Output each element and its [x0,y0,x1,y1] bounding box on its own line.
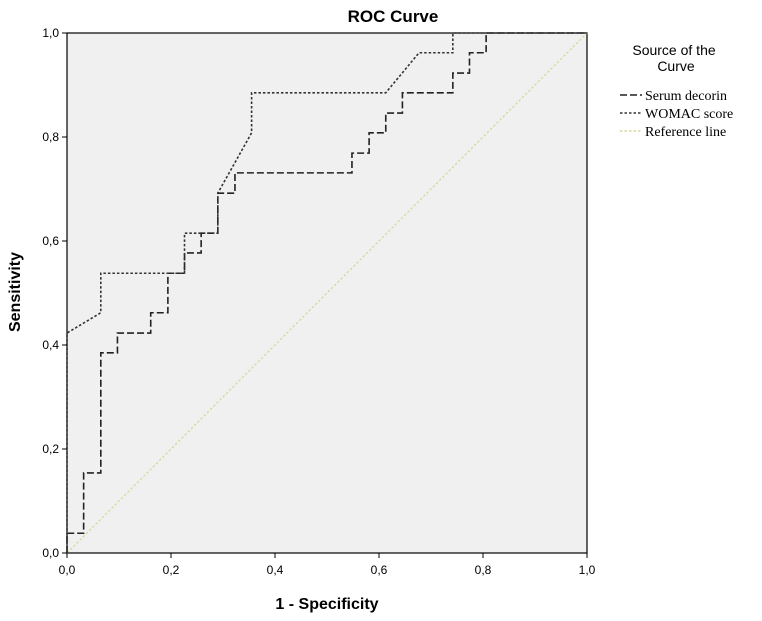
y-axis-label: Sensitivity [7,252,24,332]
x-axis-ticks: 0,0 0,2 0,4 0,6 0,8 1,0 [59,553,596,577]
chart-title: ROC Curve [348,7,439,26]
x-tick-label: 0,8 [475,563,492,577]
reference-line-legend-label: Reference line [645,125,726,140]
serum-decorin-legend-label: Serum decorin [645,89,727,104]
x-axis-label: 1 - Specificity [275,596,378,613]
x-tick-label: 0,4 [267,563,284,577]
legend-title-line1: Source of the [632,42,715,58]
womac-score-curve [66,32,587,553]
y-tick-label: 0,4 [42,338,59,352]
x-tick-label: 0,6 [371,563,388,577]
legend-title-line2: Curve [657,58,695,74]
y-axis-ticks: 0,0 0,2 0,4 0,6 0,8 1,0 [42,26,67,560]
x-tick-label: 0,0 [59,563,76,577]
y-tick-label: 0,6 [42,234,59,248]
reference-line-layer [66,32,588,554]
y-tick-label: 0,2 [42,442,59,456]
series-layer [66,32,587,553]
x-tick-label: 1,0 [579,563,596,577]
y-tick-label: 1,0 [42,26,59,40]
legend: Source of the Curve Serum decorin WOMAC s… [620,42,733,140]
reference-line-curve [66,32,588,554]
x-tick-label: 0,2 [163,563,180,577]
legend-items: Serum decorin WOMAC score Reference line [620,89,733,140]
y-tick-label: 0,8 [42,130,59,144]
womac-score-legend-label: WOMAC score [645,107,733,122]
y-tick-label: 0,0 [42,546,59,560]
